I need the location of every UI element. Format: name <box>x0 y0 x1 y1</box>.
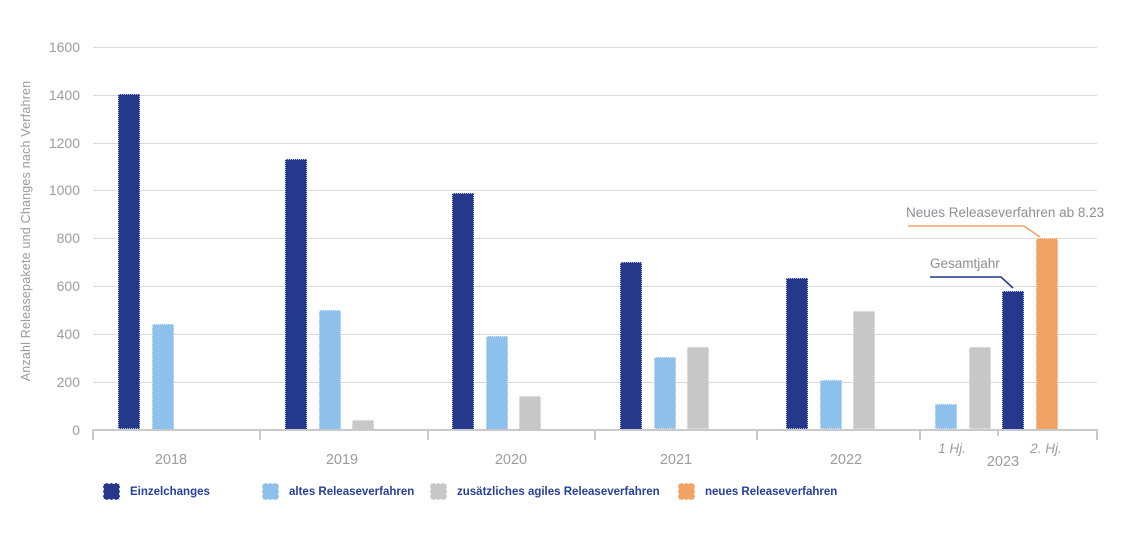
gridline-600 <box>93 286 1097 288</box>
y-tick-label-400: 400 <box>56 325 80 342</box>
legend: Einzelchanges altes Releaseverfahren zusät… <box>0 483 1140 503</box>
legend-item-agiles: zusätzliches agiles Releaseverfahren <box>430 483 660 500</box>
legend-label-agiles: zusätzliches agiles Releaseverfahren <box>457 485 660 498</box>
x-label-2019: 2019 <box>325 452 359 468</box>
legend-label-neues: neues Releaseverfahren <box>705 485 838 498</box>
bar-agiles-2021 <box>687 347 709 430</box>
y-tick-label-800: 800 <box>56 230 80 247</box>
annotation-gesamtjahr: Gesamtjahr <box>930 256 1000 271</box>
x-label-2022: 2022 <box>829 452 863 468</box>
bar-einzelchanges-2019 <box>285 159 307 430</box>
gridline-1200 <box>93 142 1097 144</box>
y-tick-label-600: 600 <box>56 278 80 295</box>
x-tick <box>919 429 921 440</box>
bar-einzelchanges-2021 <box>620 262 642 430</box>
x-label-2023: 2023 <box>986 454 1020 470</box>
y-tick-label-1000: 1000 <box>48 182 80 199</box>
bar-altes-2020 <box>485 336 508 430</box>
x-sublabel-1: 1 Hj. <box>938 441 966 456</box>
bar-agiles-2023 <box>968 347 991 430</box>
legend-swatch-neues <box>678 483 695 500</box>
x-tick <box>594 429 596 440</box>
x-tick <box>1096 429 1098 440</box>
x-tick <box>427 429 429 440</box>
bar-altes-2022 <box>819 380 842 430</box>
gridline-400 <box>93 333 1097 335</box>
bar-agiles-2022 <box>853 311 875 430</box>
y-tick-label-200: 200 <box>56 373 80 390</box>
gridline-1600 <box>93 47 1097 48</box>
annotation-neues-releaseverfahren: Neues Releaseverfahren ab 8.23 <box>906 205 1105 220</box>
legend-item-neues: neues Releaseverfahren <box>678 483 837 500</box>
bar-altes-2018 <box>151 324 174 430</box>
x-tick <box>756 429 758 440</box>
x-tick-mini <box>997 429 999 436</box>
legend-swatch-altes <box>262 483 279 500</box>
y-tick-label-1600: 1600 <box>48 39 80 55</box>
legend-label-einzelchanges: Einzelchanges <box>130 485 210 498</box>
x-tick <box>92 429 94 440</box>
x-label-2018: 2018 <box>154 452 188 468</box>
y-tick-label-1400: 1400 <box>48 86 80 103</box>
y-tick-label-0: 0 <box>72 421 80 438</box>
x-label-2020: 2020 <box>494 452 528 468</box>
gridline-1000 <box>93 190 1097 192</box>
x-tick <box>259 429 261 440</box>
annotation-line-neues-releaseverfahren <box>908 225 1041 238</box>
bar-einzelchanges-2018 <box>118 93 140 430</box>
x-sublabel-2: 2. Hj. <box>1030 441 1062 456</box>
bar-altes-2021 <box>653 356 676 430</box>
legend-item-einzelchanges: Einzelchanges <box>103 483 210 500</box>
gridline-800 <box>93 238 1097 240</box>
legend-swatch-einzelchanges <box>103 483 120 500</box>
legend-swatch-agiles <box>430 483 447 500</box>
gridline-200 <box>93 381 1097 383</box>
y-tick-label-1200: 1200 <box>48 134 80 151</box>
bar-altes-2023 <box>935 404 957 430</box>
legend-label-altes: altes Releaseverfahren <box>289 485 415 498</box>
gridline-1400 <box>93 94 1097 96</box>
bar-agiles-2020 <box>519 396 541 430</box>
bar-neues-2023 <box>1035 238 1058 430</box>
bar-einzelchanges-2020 <box>452 192 474 430</box>
bar-altes-2019 <box>318 309 341 430</box>
legend-item-altes: altes Releaseverfahren <box>262 483 414 500</box>
bar-einzelchanges-2023 <box>1002 290 1024 430</box>
bar-einzelchanges-2022 <box>786 277 808 430</box>
x-label-2021: 2021 <box>659 452 693 468</box>
